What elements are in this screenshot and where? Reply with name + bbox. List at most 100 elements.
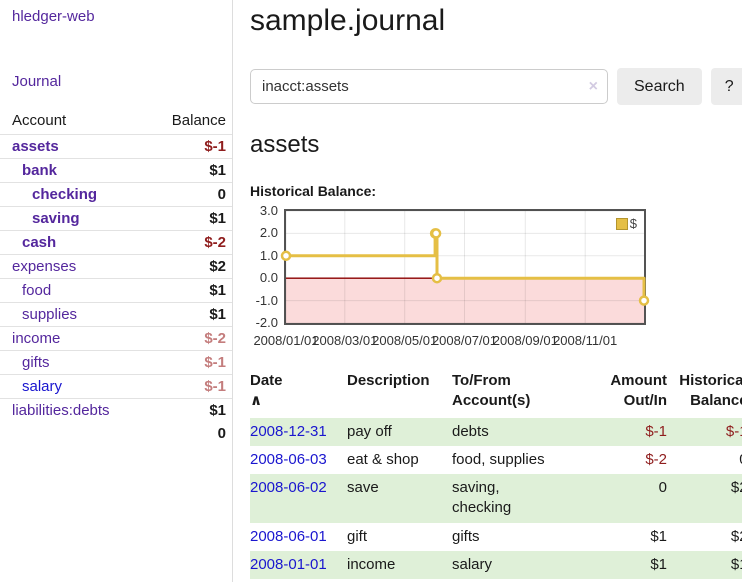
register-col-description: Description (347, 372, 430, 389)
transaction-amount: $1 (600, 550, 667, 579)
transaction-accounts: debts (452, 417, 600, 446)
x-tick-label: 2008/01/01 (253, 333, 319, 348)
account-balance: $-2 (142, 326, 232, 351)
account-link[interactable]: checking (32, 186, 98, 203)
account-balance: $1 (142, 206, 232, 231)
transaction-accounts: gifts (452, 527, 480, 545)
account-balance: $2 (142, 254, 232, 279)
accounts-total-row: 0 (0, 422, 232, 445)
register-col-balance: Historical Balance (679, 372, 742, 410)
chart-plot-area: $ (280, 209, 650, 325)
search-button[interactable]: Search (617, 68, 702, 105)
accounts-table: Account Balance assets $-1 bank $1 checking 0… (0, 108, 232, 445)
transaction-row: 2008-06-03 eat & shop food, supplies $-20 (250, 446, 742, 474)
chart-title: Historical Balance: (250, 183, 377, 199)
register-col-accounts: To/From Account(s) (452, 372, 531, 410)
account-balance: $1 (142, 398, 232, 422)
account-balance: $-2 (142, 230, 232, 255)
account-row: expenses $2 (0, 254, 232, 279)
account-balance: $1 (142, 158, 232, 183)
transaction-date-link[interactable]: 2008-12-31 (250, 422, 327, 440)
search-box: × (250, 69, 608, 104)
accounts-header-row: Account Balance (0, 108, 232, 135)
legend-swatch-icon (615, 217, 628, 230)
account-row: saving $1 (0, 206, 232, 231)
x-tick-label: 2008/05/01 (372, 333, 438, 348)
account-balance: $-1 (142, 374, 232, 399)
transaction-description: pay off (347, 417, 452, 446)
account-link[interactable]: salary (22, 378, 63, 395)
account-row: assets $-1 (0, 135, 232, 159)
transaction-date-link[interactable]: 2008-01-01 (250, 555, 327, 573)
y-tick-label: 0.0 (259, 270, 278, 286)
brand-link[interactable]: hledger-web (12, 8, 95, 25)
transaction-accounts: salary (452, 550, 600, 579)
transaction-description: income (347, 550, 452, 579)
transaction-description: save (347, 474, 452, 523)
transaction-amount: $1 (650, 527, 667, 545)
transaction-accounts: saving, checking (452, 474, 600, 523)
clear-search-icon[interactable]: × (588, 78, 598, 95)
transaction-accounts: food, supplies (452, 450, 545, 468)
historical-balance-chart: 3.0 2.0 1.0 0.0 -1.0 -2.0 $ 2008/01/01 2008/03… (250, 204, 650, 353)
y-tick-label: 3.0 (259, 203, 278, 218)
account-balance: $-1 (204, 138, 226, 155)
accounts-col-balance: Balance (142, 108, 232, 135)
account-balance: $1 (142, 278, 232, 303)
transaction-balance: $-1 (667, 417, 742, 446)
x-tick-label: 2008/11/01 (553, 333, 618, 348)
x-tick-label: 2008/07/01 (431, 333, 498, 348)
transaction-date-link[interactable]: 2008-06-01 (250, 527, 327, 545)
account-row: cash $-2 (0, 230, 232, 255)
account-row: checking 0 (0, 182, 232, 207)
y-tick-label: -2.0 (255, 315, 278, 330)
help-button[interactable]: ? (710, 68, 742, 105)
account-row: income $-2 (0, 326, 232, 351)
account-row: bank $1 (0, 158, 232, 183)
account-link[interactable]: assets (12, 138, 59, 155)
account-heading: assets (250, 131, 320, 158)
accounts-total-value: 0 (217, 425, 226, 442)
sidebar: hledger-web Journal Account Balance asse… (0, 0, 233, 582)
y-tick-label: 1.0 (259, 247, 278, 263)
chart-canvas (280, 210, 650, 324)
register-col-date[interactable]: Date ∧ (250, 367, 347, 418)
transaction-date-link[interactable]: 2008-06-03 (250, 450, 327, 468)
transaction-description: gift (347, 527, 368, 545)
x-tick-label: 2008/03/01 (312, 333, 378, 348)
register-table: Date ∧ Description To/From Account(s) Am… (250, 367, 742, 579)
transaction-description: eat & shop (347, 450, 419, 468)
account-link[interactable]: income (12, 330, 61, 347)
account-link[interactable]: saving (32, 210, 80, 227)
transaction-amount: $-1 (600, 417, 667, 446)
account-row: food $1 (0, 278, 232, 303)
account-link[interactable]: expenses (12, 258, 77, 275)
account-link[interactable]: food (22, 282, 52, 299)
account-row: gifts $-1 (0, 350, 232, 375)
accounts-total-spacer (0, 422, 143, 445)
y-tick-label: 2.0 (259, 225, 278, 241)
sidebar-item-journal[interactable]: Journal (12, 73, 62, 90)
account-link[interactable]: bank (22, 162, 58, 179)
account-balance: $1 (142, 302, 232, 327)
account-link[interactable]: cash (22, 234, 57, 251)
account-link[interactable]: supplies (22, 306, 78, 323)
transaction-balance: $2 (730, 527, 742, 545)
legend-label: $ (629, 216, 637, 231)
main-content: sample.journal × Search ? assets Histori… (233, 0, 742, 582)
transaction-date-link[interactable]: 2008-06-02 (250, 479, 327, 496)
account-link[interactable]: liabilities:debts (12, 402, 110, 419)
page-title: sample.journal (250, 4, 446, 37)
chart-legend: $ (613, 216, 639, 231)
account-link[interactable]: gifts (22, 354, 50, 371)
account-row: liabilities:debts $1 (0, 398, 232, 422)
search-input[interactable] (250, 69, 608, 104)
transaction-row: 2008-06-01 gift gifts $1 $2 (250, 523, 742, 551)
transaction-balance: $1 (667, 550, 742, 579)
register-header-row: Date ∧ Description To/From Account(s) Am… (250, 367, 742, 418)
y-tick-label: -1.0 (255, 292, 278, 308)
